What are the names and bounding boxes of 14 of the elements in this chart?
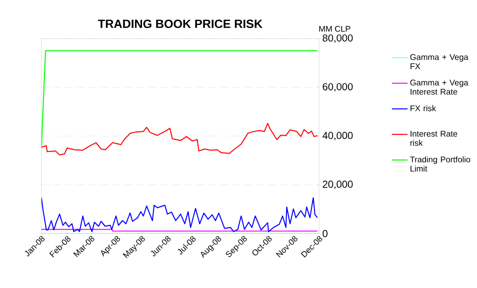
y-tick-label: 60,000 <box>322 83 353 92</box>
y-tick-label: 20,000 <box>322 180 353 190</box>
legend-label: FX risk <box>410 105 436 112</box>
y-axis-title: MM CLP <box>319 26 350 32</box>
line-series <box>41 197 318 232</box>
legend-label: Gamma + Vega Interest Rate <box>410 80 468 95</box>
y-tick-label: 80,000 <box>322 34 353 43</box>
line-series <box>41 123 318 156</box>
chart-title: TRADING BOOK PRICE RISK <box>98 20 262 28</box>
legend-label: Gamma + Vega FX <box>410 54 468 70</box>
y-tick-label: 0 <box>322 230 328 238</box>
legend-label: Interest Rate risk <box>410 130 458 146</box>
y-tick-label: 40,000 <box>322 132 353 140</box>
legend-label: Trading Portfolio Limit <box>410 156 470 172</box>
